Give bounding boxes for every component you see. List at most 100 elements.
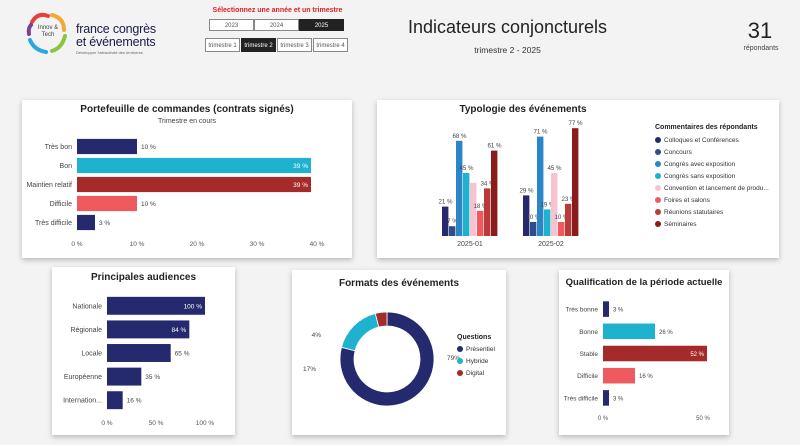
card-portefeuille: Portefeuille de commandes (contrats sign…: [22, 100, 352, 258]
data-label: 52 %: [690, 352, 704, 358]
data-label: 19 %: [540, 201, 555, 208]
data-label: 29 %: [519, 187, 534, 194]
legend-item[interactable]: Séminaires: [655, 218, 777, 230]
data-label: 7 %: [447, 218, 458, 225]
legend-dot: [655, 209, 661, 215]
brand-line2: et événements: [76, 35, 156, 49]
legend-item[interactable]: Colloques et Conférences: [655, 134, 777, 146]
legend-dot: [655, 221, 661, 227]
bar: [107, 367, 142, 386]
bar: [491, 150, 498, 236]
legend-item[interactable]: Digital: [457, 367, 505, 379]
category-label: Très bonne: [565, 307, 598, 314]
data-label: 3 %: [99, 220, 110, 227]
year-option-2025[interactable]: 2025: [299, 19, 344, 31]
legend-label: Réunions statutaires: [664, 208, 724, 216]
quarter-option-1[interactable]: trimestre 1: [205, 38, 240, 52]
bar: [77, 176, 311, 193]
legend-item[interactable]: Réunions statutaires: [655, 206, 777, 218]
donut-slice: [374, 311, 388, 328]
bar: [544, 209, 551, 236]
legend-item[interactable]: Hybride: [457, 355, 505, 367]
legend-dot: [655, 185, 661, 191]
bar: [107, 391, 123, 410]
category-label: Locale: [81, 351, 102, 358]
chart-title: Principales audiences: [90, 272, 197, 283]
chart-title: Qualification de la période actuelle: [565, 277, 723, 288]
logo: Innov & Tech france congrès et événement…: [24, 10, 194, 58]
data-label: 61 %: [487, 143, 502, 150]
quarter-selector: trimestre 1 trimestre 2 trimestre 3 trimest…: [205, 38, 349, 52]
bar: [470, 182, 477, 236]
bar: [77, 138, 137, 155]
bar: [456, 140, 463, 236]
data-label: 45 %: [459, 165, 474, 172]
legend-dot: [457, 346, 463, 352]
legend-item[interactable]: Concours: [655, 146, 777, 158]
donut-slice: [340, 312, 380, 352]
x-tick-label: 0 %: [101, 420, 112, 427]
x-tick-label: 30 %: [250, 241, 265, 248]
legend-item[interactable]: Congrès sans exposition: [655, 170, 777, 182]
bar: [603, 390, 609, 406]
chart-formats: 79% 17% 4%: [303, 311, 460, 407]
category-label: Régionale: [70, 327, 102, 334]
bar: [572, 128, 579, 236]
legend-label: Séminaires: [664, 220, 697, 228]
legend-label: Foires et salons: [664, 196, 710, 204]
category-label: Très difficile: [564, 395, 599, 402]
legend-item[interactable]: Présentiel: [457, 343, 505, 355]
quarter-option-2[interactable]: trimestre 2: [241, 38, 276, 52]
chart-audiences: Nationale 100 % Régionale 84 % Locale 65 % Eur…: [63, 296, 214, 427]
quarter-option-4[interactable]: trimestre 4: [313, 38, 348, 52]
legend-title: Questions: [457, 334, 492, 341]
legend-dot: [655, 149, 661, 155]
data-label: 18 %: [473, 203, 488, 210]
bar: [603, 323, 655, 340]
bar: [107, 320, 190, 339]
data-label: 39 %: [293, 182, 308, 189]
data-label: 35 %: [145, 374, 160, 381]
legend-item[interactable]: Convention et lancement de produ...: [655, 182, 777, 194]
bar: [77, 157, 311, 174]
legend-item[interactable]: Congrès avec exposition: [655, 158, 777, 170]
bar: [565, 203, 572, 236]
data-label: 3 %: [613, 308, 624, 314]
bar: [449, 226, 456, 236]
year-selector: 2023 2024 2025: [209, 19, 345, 31]
data-label: 79%: [447, 355, 460, 362]
x-tick-label: 0 %: [71, 241, 82, 248]
year-option-2023[interactable]: 2023: [209, 19, 254, 31]
data-label: 26 %: [659, 330, 673, 336]
legend-label: Présentiel: [466, 345, 495, 353]
legend-label: Colloques et Conférences: [664, 136, 739, 144]
legend-dot: [655, 137, 661, 143]
category-label: Nationale: [72, 303, 102, 310]
bar: [530, 222, 537, 236]
legend-title: Commentaires des répondants: [655, 124, 758, 131]
data-label: 45 %: [547, 165, 562, 172]
data-label: 23 %: [561, 196, 576, 203]
chart-typologie: 21 % 7 % 68 % 45 % 18 % 34 % 61 % 2025-01 29 % 10…: [438, 120, 583, 248]
category-label: Difficile: [577, 373, 598, 380]
year-option-2024[interactable]: 2024: [254, 19, 299, 31]
bar: [603, 345, 707, 362]
x-tick-label: 20 %: [190, 241, 205, 248]
legend-label: Congrès sans exposition: [664, 172, 736, 180]
chart-portefeuille: Très bon 10 % Bon 39 % Maintien relatif 39 % D…: [26, 138, 325, 248]
category-label: Bon: [60, 163, 73, 170]
category-label: Maintien relatif: [26, 182, 72, 189]
brand-tagline: Développer l'attractivité des territoire…: [76, 50, 143, 55]
data-label: 16 %: [127, 398, 142, 405]
legend-label: Congrès avec exposition: [664, 160, 736, 168]
respondents-count: 31: [747, 18, 773, 43]
legend-item[interactable]: Foires et salons: [655, 194, 777, 206]
legend-label: Convention et lancement de produ...: [664, 184, 769, 192]
category-label: Internation...: [63, 398, 102, 405]
respondents-label: répondants: [743, 45, 779, 52]
bar: [442, 206, 449, 236]
quarter-option-3[interactable]: trimestre 3: [277, 38, 312, 52]
x-tick-label: 0 %: [598, 416, 609, 422]
category-label: Difficile: [50, 201, 73, 208]
data-label: 10 %: [526, 214, 541, 221]
